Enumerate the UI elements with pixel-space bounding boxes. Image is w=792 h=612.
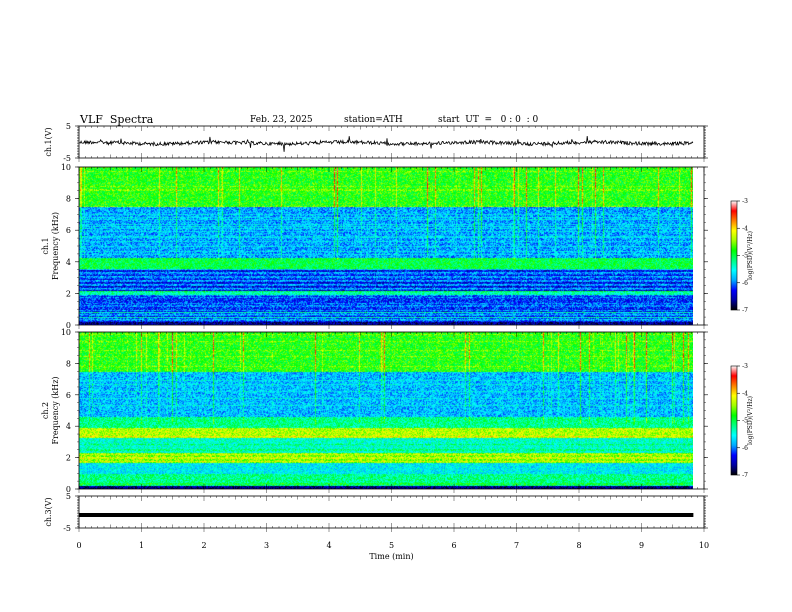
ch2-spectrogram-raster: [79, 332, 693, 489]
x-tick-label: 2: [201, 541, 206, 550]
y-tick-label: 5: [66, 122, 71, 131]
colorbar-tick-label: -7: [742, 307, 748, 314]
x-axis-label: Time (min): [369, 552, 413, 561]
y-tick-label: 8: [66, 195, 71, 204]
colorbar-tick-label: -7: [742, 472, 748, 479]
chart-station: station=ATH: [344, 115, 403, 125]
ch1-waveform-trace: [78, 135, 694, 152]
x-tick-label: 3: [264, 541, 269, 550]
y-tick-label: -5: [63, 154, 71, 163]
y-tick-label: 6: [66, 226, 71, 235]
y-tick-label: 5: [66, 492, 71, 501]
ch1-waveform-panel: 5 -5 ch.1(V): [44, 122, 708, 163]
ch3-waveform-ylabel: ch.3(V): [44, 497, 53, 526]
colorbar-tick-label: -3: [742, 363, 748, 370]
colorbar-label: log(PSD)(V²/Hz): [747, 396, 754, 445]
ch3-waveform-panel: 5 -5 ch.3(V): [44, 492, 708, 533]
y-tick-label: 0: [66, 321, 71, 330]
colorbar-tick-label: -6: [742, 445, 748, 452]
y-tick-label: 10: [61, 163, 71, 172]
y-tick-label: 2: [66, 454, 71, 463]
ch1-waveform-ylabel: ch.1(V): [44, 127, 53, 156]
colorbar-tick-label: -4: [742, 390, 748, 397]
time-axis: 0 1 2 3 4 5 6 7 8 9 10 Time (min): [76, 541, 709, 561]
colorbar-tick-label: -4: [742, 225, 748, 232]
ch1-spectrogram-ylabel-line1: ch.1: [41, 237, 50, 254]
panels-layer: 5 -5 ch.1(V) -3 -4 -5 -6 -7 log(PSD)(V²/Hz) 0 2 4 6 8…: [41, 122, 754, 533]
ch2-spectrogram-panel: -3 -4 -5 -6 -7 log(PSD)(V²/Hz) 0 2 4 6 8 10 ch.2 Freq…: [41, 328, 754, 494]
colorbar-tick-label: -6: [742, 280, 748, 287]
y-tick-label: 2: [66, 289, 71, 298]
y-tick-label: 8: [66, 359, 71, 368]
x-tick-label: 9: [639, 541, 644, 550]
chart-start-time: start UT = 0 : 0 : 0: [438, 115, 539, 125]
x-tick-label: 8: [576, 541, 581, 550]
ch1-spectrogram-panel: -3 -4 -5 -6 -7 log(PSD)(V²/Hz) 0 2 4 6 8 10 ch.1 Freq…: [41, 163, 754, 330]
colorbar-label: log(PSD)(V²/Hz): [747, 231, 754, 280]
y-tick-label: 4: [66, 258, 71, 267]
x-tick-label: 7: [514, 541, 519, 550]
x-tick-label: 10: [699, 541, 709, 550]
y-tick-label: 6: [66, 391, 71, 400]
y-tick-label: 4: [66, 422, 71, 431]
ch3-waveform-trace: [79, 513, 694, 517]
y-tick-label: -5: [63, 524, 71, 533]
x-tick-label: 0: [76, 541, 81, 550]
x-tick-label: 1: [139, 541, 144, 550]
ch2-spectrogram-ylabel-line2: Frequency (kHz): [51, 376, 60, 444]
ch2-spectrogram-ylabel-line1: ch.2: [41, 402, 50, 419]
chart-title: VLF Spectra: [80, 113, 154, 126]
colorbar-tick-label: -5: [742, 418, 748, 425]
y-tick-label: 10: [61, 328, 71, 337]
x-tick-label: 4: [326, 541, 331, 550]
ch1-spectrogram-colorbar: [730, 200, 738, 311]
ch1-spectrogram-ylabel-line2: Frequency (kHz): [51, 212, 60, 280]
ch1-spectrogram-raster: [79, 167, 693, 325]
y-tick-label: 0: [66, 485, 71, 494]
ch2-spectrogram-colorbar: [730, 365, 738, 476]
colorbar-tick-label: -5: [742, 253, 748, 260]
chart-date: Feb. 23, 2025: [250, 115, 313, 125]
colorbar-tick-label: -3: [742, 198, 748, 205]
x-tick-label: 6: [451, 541, 456, 550]
x-tick-label: 5: [389, 541, 394, 550]
